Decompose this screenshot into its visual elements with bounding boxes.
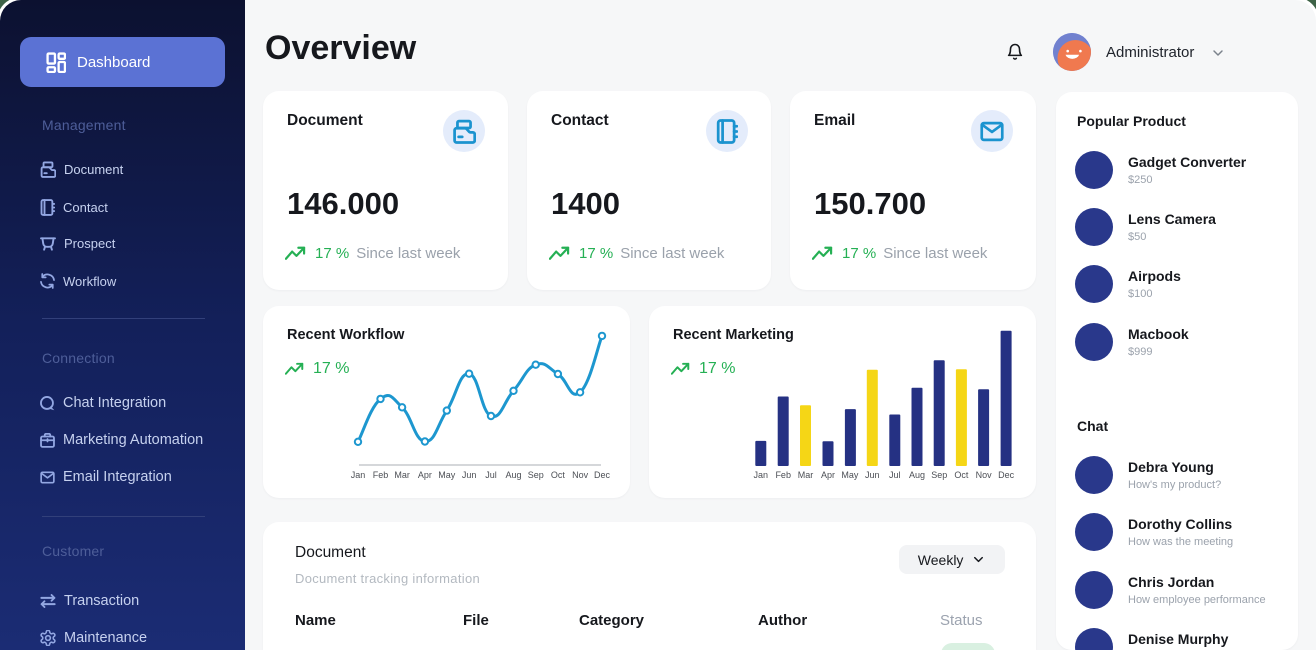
- svg-text:Feb: Feb: [373, 470, 389, 480]
- svg-text:Mar: Mar: [798, 470, 814, 480]
- svg-text:Sep: Sep: [931, 470, 947, 480]
- svg-text:Apr: Apr: [821, 470, 835, 480]
- svg-text:Jul: Jul: [889, 470, 901, 480]
- svg-text:Jun: Jun: [462, 470, 477, 480]
- svg-text:Dec: Dec: [998, 470, 1015, 480]
- svg-text:Oct: Oct: [551, 470, 566, 480]
- svg-text:Feb: Feb: [775, 470, 791, 480]
- svg-text:Sep: Sep: [528, 470, 544, 480]
- svg-text:Nov: Nov: [976, 470, 993, 480]
- svg-text:Jan: Jan: [754, 470, 769, 480]
- svg-text:Aug: Aug: [505, 470, 521, 480]
- svg-text:Dec: Dec: [594, 470, 611, 480]
- svg-text:May: May: [841, 470, 859, 480]
- svg-text:Jan: Jan: [351, 470, 366, 480]
- svg-text:Oct: Oct: [954, 470, 969, 480]
- svg-text:Jul: Jul: [485, 470, 497, 480]
- svg-text:Nov: Nov: [572, 470, 589, 480]
- svg-text:Jun: Jun: [865, 470, 880, 480]
- svg-text:May: May: [438, 470, 456, 480]
- svg-text:Aug: Aug: [909, 470, 925, 480]
- svg-text:Apr: Apr: [418, 470, 432, 480]
- svg-text:Mar: Mar: [394, 470, 410, 480]
